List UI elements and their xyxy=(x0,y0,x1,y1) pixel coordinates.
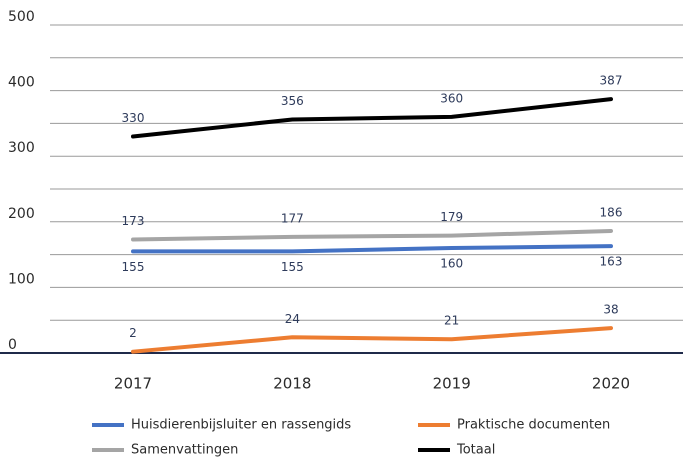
data-label: 21 xyxy=(444,314,459,328)
data-label: 177 xyxy=(281,211,304,225)
legend-label: Praktische documenten xyxy=(457,418,610,433)
legend-label: Huisdierenbijsluiter en rassengids xyxy=(131,418,351,433)
series-line xyxy=(131,228,613,242)
x-tick-label: 2019 xyxy=(433,375,471,393)
data-label: 24 xyxy=(285,312,300,326)
y-tick-label: 200 xyxy=(8,206,35,222)
y-tick-label: 0 xyxy=(8,337,17,353)
data-label: 38 xyxy=(603,303,618,317)
data-label: 356 xyxy=(281,94,304,108)
data-label: 387 xyxy=(600,74,623,88)
data-label: 160 xyxy=(440,257,463,271)
data-label: 2 xyxy=(129,326,137,340)
x-tick-label: 2018 xyxy=(273,375,311,393)
data-label: 360 xyxy=(440,91,463,105)
data-label: 155 xyxy=(281,260,304,274)
data-label: 163 xyxy=(600,255,623,269)
data-label: 330 xyxy=(122,111,145,125)
y-tick-label: 400 xyxy=(8,75,35,91)
x-tick-label: 2020 xyxy=(592,375,630,393)
y-tick-label: 500 xyxy=(8,9,35,25)
legend-label: Samenvattingen xyxy=(131,443,238,457)
data-label: 186 xyxy=(600,205,623,219)
legend-label: Totaal xyxy=(456,443,495,457)
x-tick-label: 2017 xyxy=(114,375,152,393)
y-tick-label: 100 xyxy=(8,271,35,287)
data-label: 179 xyxy=(440,210,463,224)
series-line xyxy=(131,326,613,354)
series-line xyxy=(131,97,613,139)
series-line xyxy=(131,244,613,254)
data-label: 155 xyxy=(122,260,145,274)
y-tick-label: 300 xyxy=(8,140,35,156)
data-label: 173 xyxy=(122,214,145,228)
